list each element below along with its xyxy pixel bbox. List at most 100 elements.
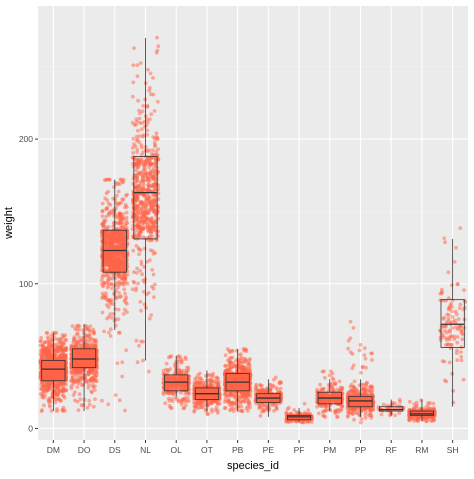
jitter-point — [110, 256, 114, 260]
jitter-point — [180, 399, 184, 403]
jitter-point — [52, 396, 56, 400]
jitter-point — [56, 338, 60, 342]
jitter-point — [156, 137, 160, 141]
jitter-point — [101, 261, 105, 265]
jitter-point — [104, 294, 108, 298]
jitter-point — [146, 162, 150, 166]
jitter-point — [125, 236, 129, 240]
jitter-point — [139, 309, 143, 313]
jitter-point — [131, 81, 135, 85]
jitter-point — [193, 389, 197, 393]
jitter-point — [151, 169, 155, 173]
jitter-point — [131, 146, 135, 150]
jitter-point — [210, 410, 214, 414]
jitter-point — [182, 378, 186, 382]
jitter-point — [155, 221, 159, 225]
jitter-point — [193, 377, 197, 381]
jitter-point — [61, 393, 65, 397]
jitter-point — [45, 331, 49, 335]
jitter-point — [106, 402, 110, 406]
jitter-point — [167, 355, 171, 359]
jitter-point — [138, 300, 142, 304]
jitter-point — [58, 389, 62, 393]
jitter-point — [135, 211, 139, 215]
jitter-point — [116, 253, 120, 257]
jitter-point — [163, 401, 167, 405]
jitter-point — [170, 406, 174, 410]
jitter-point — [73, 353, 77, 357]
jitter-point — [101, 209, 105, 213]
jitter-point — [216, 377, 220, 381]
jitter-point — [93, 397, 97, 401]
jitter-point — [48, 374, 52, 378]
jitter-point — [114, 307, 118, 311]
jitter-point — [148, 258, 152, 262]
jitter-point — [122, 312, 126, 316]
jitter-point — [80, 375, 84, 379]
jitter-point — [154, 150, 158, 154]
jitter-point — [63, 333, 67, 337]
jitter-point — [167, 399, 171, 403]
jitter-point — [162, 385, 166, 389]
jitter-point — [140, 127, 144, 131]
jitter-point — [139, 187, 143, 191]
jitter-point — [135, 139, 139, 143]
jitter-point — [184, 357, 188, 361]
jitter-point — [73, 399, 77, 403]
jitter-point — [141, 163, 145, 167]
jitter-point — [117, 291, 121, 295]
jitter-point — [215, 381, 219, 385]
jitter-point — [156, 44, 160, 48]
jitter-point — [141, 109, 145, 113]
jitter-point — [105, 178, 109, 182]
jitter-point — [42, 396, 46, 400]
jitter-point — [149, 112, 153, 116]
jitter-point — [43, 387, 47, 391]
jitter-point — [71, 324, 75, 328]
jitter-point — [88, 403, 92, 407]
jitter-point — [74, 373, 78, 377]
jitter-point — [152, 93, 156, 97]
jitter-point — [101, 284, 105, 288]
jitter-point — [40, 359, 44, 363]
jitter-point — [162, 369, 166, 373]
jitter-point — [200, 400, 204, 404]
jitter-point — [117, 246, 121, 250]
jitter-point — [87, 370, 91, 374]
jitter-point — [86, 406, 90, 410]
jitter-point — [117, 272, 121, 276]
jitter-point — [57, 346, 61, 350]
jitter-point — [110, 287, 114, 291]
jitter-point — [109, 246, 113, 250]
jitter-point — [77, 335, 81, 339]
jitter-point — [116, 181, 120, 185]
jitter-point — [139, 340, 143, 344]
jitter-point — [131, 151, 135, 155]
jitter-point — [61, 389, 65, 393]
jitter-point — [110, 282, 114, 286]
jitter-point — [111, 270, 115, 274]
jitter-point — [144, 306, 148, 310]
jitter-point — [151, 177, 155, 181]
jitter-point — [42, 404, 46, 408]
jitter-point — [123, 292, 127, 296]
jitter-point — [116, 286, 120, 290]
jitter-point — [120, 251, 124, 255]
jitter-point — [121, 273, 125, 277]
jitter-point — [64, 354, 68, 358]
jitter-point — [47, 384, 51, 388]
jitter-point — [115, 194, 119, 198]
jitter-point — [137, 252, 141, 256]
jitter-point — [75, 385, 79, 389]
jitter-point — [85, 353, 89, 357]
jitter-point — [140, 121, 144, 125]
jitter-point — [41, 392, 45, 396]
jitter-point — [145, 124, 149, 128]
jitter-point — [138, 117, 142, 121]
jitter-point — [101, 311, 105, 315]
jitter-point — [89, 354, 93, 358]
jitter-point — [142, 133, 146, 137]
jitter-point — [153, 109, 157, 113]
jitter-point — [87, 399, 91, 403]
jitter-point — [142, 194, 146, 198]
